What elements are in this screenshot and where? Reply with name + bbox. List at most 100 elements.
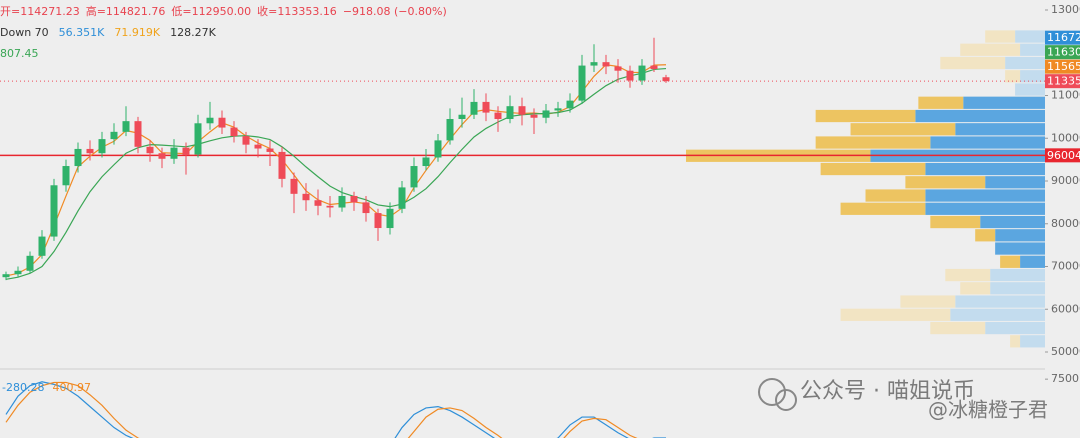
- profile-buy: [990, 268, 1045, 282]
- candle-body: [230, 127, 238, 137]
- candle-body: [218, 117, 226, 128]
- candle-body: [254, 144, 262, 149]
- profile-sell: [815, 136, 931, 149]
- profile-buy: [925, 202, 1045, 215]
- profile-sell: [930, 321, 986, 335]
- candle-body: [542, 110, 550, 118]
- volume-readout: 71.919K: [114, 26, 160, 39]
- poc-label: 96004: [1047, 149, 1080, 162]
- profile-buy: [980, 215, 1045, 229]
- profile-buy: [1020, 70, 1045, 83]
- volume-readout: 128.27K: [170, 26, 216, 39]
- profile-buy: [950, 308, 1045, 321]
- candle-body: [158, 153, 166, 159]
- ohlc-readout: 高=114821.76: [86, 4, 166, 18]
- profile-buy: [1005, 56, 1045, 70]
- profile-sell: [960, 282, 991, 295]
- candle-body: [614, 66, 622, 71]
- candle-body: [518, 106, 526, 115]
- price-label-box: [1045, 30, 1080, 45]
- profile-sell: [1005, 70, 1021, 83]
- profile-buy: [995, 229, 1045, 242]
- profile-buy: [995, 242, 1045, 255]
- candle-body: [554, 108, 562, 111]
- profile-buy: [930, 136, 1045, 149]
- profile-sell: [850, 123, 956, 136]
- candle-body: [266, 148, 274, 152]
- profile-sell: [975, 229, 996, 242]
- profile-buy: [985, 321, 1045, 335]
- wechat-icon: [758, 378, 786, 406]
- candle-body: [38, 236, 46, 256]
- candle-body: [446, 119, 454, 141]
- profile-sell: [940, 56, 1006, 70]
- profile-sell: [930, 215, 981, 229]
- candle-body: [110, 131, 118, 140]
- candle-body: [662, 77, 670, 82]
- profile-buy: [985, 176, 1045, 189]
- price-label: 115656: [1047, 60, 1080, 73]
- candle-body: [86, 148, 94, 154]
- y-tick-label: 90000: [1051, 174, 1080, 187]
- candle-body: [74, 148, 82, 167]
- profile-buy: [955, 123, 1045, 136]
- volume-readout: 56.351K: [59, 26, 105, 39]
- indicator-readout: 400.97: [52, 381, 91, 394]
- candle-body: [98, 139, 106, 154]
- candle-body: [626, 70, 634, 81]
- candle-body: [302, 193, 310, 201]
- profile-sell: [918, 96, 964, 109]
- profile-sell: [960, 43, 1021, 56]
- candle-body: [14, 270, 22, 275]
- candle-body: [206, 117, 214, 124]
- candle-body: [50, 185, 58, 237]
- candle-body: [638, 65, 646, 81]
- profile-buy: [990, 282, 1045, 295]
- y-tick-label: 100000: [1051, 131, 1080, 144]
- line-series: [5, 67, 667, 280]
- candle-body: [314, 200, 322, 206]
- candle-body: [290, 178, 298, 194]
- header: 开=114271.23 高=114821.76 低=112950.00 收=11335…: [0, 4, 447, 60]
- profile-sell: [900, 295, 956, 308]
- line-series: [5, 381, 666, 438]
- ohlc-readout: 低=112950.00: [171, 5, 251, 18]
- profile-buy: [1020, 335, 1045, 348]
- candle-body: [170, 147, 178, 159]
- wechat-icon: [775, 389, 797, 411]
- watermark: 公众号 · 喵姐说币 @冰糖橙子君: [758, 378, 1048, 422]
- y-tick-label: 60000: [1051, 302, 1080, 315]
- profile-buy: [915, 109, 1045, 123]
- candle-body: [374, 213, 382, 229]
- profile-buy: [1015, 30, 1045, 43]
- candle-body: [122, 121, 130, 132]
- profile-sell: [1010, 335, 1021, 348]
- watermark-text: @冰糖橙子君: [928, 398, 1048, 422]
- candle-body: [422, 157, 430, 167]
- profile-sell: [985, 30, 1016, 43]
- ma-readout: 807.45: [0, 47, 39, 60]
- profile-buy: [963, 96, 1045, 109]
- ohlc-readout: 开=114271.23: [0, 5, 80, 18]
- price-label-box: [1045, 74, 1080, 89]
- profile-sell: [840, 308, 951, 321]
- candle-body: [530, 114, 538, 118]
- candle-body: [26, 255, 34, 271]
- candle-body: [134, 121, 142, 147]
- candle-body: [458, 114, 466, 120]
- volume-label: Down 70: [0, 26, 49, 39]
- y-tick-label: 50000: [1051, 345, 1080, 358]
- candle-body: [602, 62, 610, 67]
- profile-buy: [1015, 83, 1045, 96]
- candle-body: [590, 62, 598, 66]
- profile-buy: [1020, 43, 1045, 56]
- watermark-text: 公众号 · 喵姐说币: [800, 379, 975, 404]
- y-tick-label: 130000: [1051, 3, 1080, 16]
- candle-body: [338, 195, 346, 208]
- profile-sell: [905, 176, 986, 189]
- candle-body: [410, 166, 418, 188]
- price-label-box: [1045, 45, 1080, 60]
- profile-sell: [865, 189, 926, 202]
